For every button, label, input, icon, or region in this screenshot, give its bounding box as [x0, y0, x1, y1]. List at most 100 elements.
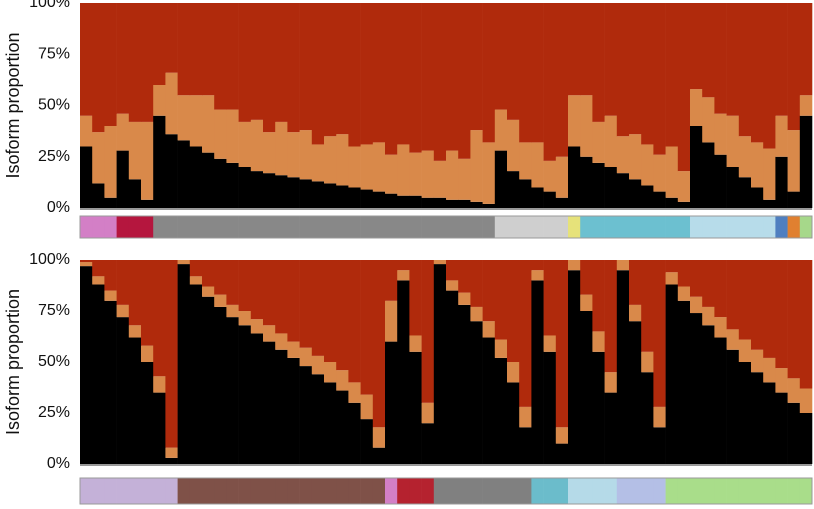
- group-strip-cell: [787, 478, 801, 504]
- bar-segment: [128, 179, 142, 208]
- bar-segment: [568, 3, 581, 96]
- bar-segment: [543, 335, 557, 352]
- bar-segment: [543, 160, 557, 192]
- bar-segment: [128, 121, 142, 180]
- bar-segment: [629, 260, 642, 305]
- group-strip-cell: [592, 216, 605, 238]
- bar-segment: [141, 345, 154, 362]
- bar-segment: [141, 260, 154, 346]
- bar-segment: [104, 197, 117, 208]
- bar-segment: [677, 171, 691, 202]
- bar-segment: [763, 148, 776, 200]
- bar-segment: [311, 355, 325, 375]
- bar-segment: [275, 260, 288, 334]
- group-strip-cell: [421, 216, 435, 238]
- group-strip-cell: [250, 216, 264, 238]
- bar-segment: [311, 144, 325, 182]
- bar-segment: [299, 366, 313, 464]
- bar-segment: [165, 72, 178, 135]
- bar-segment: [482, 321, 496, 338]
- bar-segment: [250, 333, 264, 464]
- group-strip-cell: [360, 216, 374, 238]
- bar-segment: [385, 154, 398, 194]
- group-strip-cell: [775, 216, 788, 238]
- group-strip-cell: [738, 216, 752, 238]
- bar-segment: [604, 115, 618, 167]
- bar-segment: [336, 3, 349, 135]
- group-strip-cell: [519, 216, 532, 238]
- bar-segment: [458, 158, 471, 200]
- bar-segment: [482, 142, 496, 204]
- bar-segment: [592, 351, 605, 464]
- group-strip-cell: [275, 478, 288, 504]
- bar-segment: [92, 183, 105, 208]
- y-tick-label: 25%: [38, 148, 70, 165]
- bar-segment: [397, 260, 410, 271]
- bar-segment: [250, 319, 264, 334]
- bar-segment: [775, 368, 788, 393]
- bar-segment: [116, 3, 130, 114]
- bar-segment: [787, 191, 801, 208]
- group-strip-cell: [677, 216, 691, 238]
- bar-segment: [616, 270, 630, 464]
- bar-segment: [336, 370, 349, 391]
- bar-segment: [250, 171, 264, 208]
- bar-segment: [738, 136, 752, 178]
- bar-segment: [531, 142, 544, 188]
- bar-segment: [446, 199, 459, 208]
- group-strip-cell: [738, 478, 752, 504]
- group-strip-cell: [226, 216, 239, 238]
- group-strip-cell: [714, 478, 727, 504]
- bar-segment: [519, 3, 532, 143]
- bar-segment: [507, 260, 520, 362]
- group-strip-cell: [531, 216, 544, 238]
- bar-segment: [543, 3, 557, 161]
- bar-segment: [543, 191, 557, 208]
- bar-segment: [787, 3, 801, 131]
- bar-segment: [397, 3, 410, 145]
- bar-segment: [543, 260, 557, 336]
- bar-segment: [238, 311, 252, 326]
- bar-segment: [531, 280, 544, 464]
- y-tick-label: 100%: [29, 0, 70, 11]
- group-strip-cell: [653, 478, 666, 504]
- bar-segment: [775, 260, 788, 369]
- bar-segment: [287, 341, 300, 358]
- group-strip-cell: [433, 478, 447, 504]
- bar-segment: [141, 362, 154, 464]
- bar-segment: [580, 294, 593, 311]
- bar-segment: [202, 95, 215, 153]
- bar-segment: [677, 260, 691, 287]
- bar-segment: [409, 260, 422, 336]
- bar-segment: [592, 121, 605, 163]
- bar-segment: [531, 3, 544, 143]
- group-strip-cell: [665, 216, 679, 238]
- bar-segment: [751, 349, 764, 373]
- bar-segment: [665, 197, 679, 208]
- bar-segment: [348, 382, 361, 403]
- bar-segment: [592, 331, 605, 352]
- bar-segment: [299, 179, 313, 208]
- group-strip-cell: [226, 478, 239, 504]
- bar-segment: [616, 173, 630, 208]
- bar-segment: [397, 280, 410, 464]
- bar-segment: [238, 260, 252, 311]
- y-tick-label: 50%: [38, 353, 70, 370]
- bar-segment: [580, 95, 593, 157]
- bar-segment: [629, 304, 642, 322]
- bar-segment: [360, 394, 374, 420]
- bar-segment: [324, 362, 337, 383]
- bar-segment: [360, 144, 374, 190]
- group-strip-cell: [128, 216, 142, 238]
- bar-segment: [275, 175, 288, 208]
- bar-segment: [372, 191, 386, 208]
- bar-segment: [128, 337, 142, 464]
- bar-segment: [702, 3, 715, 98]
- bar-segment: [189, 276, 203, 285]
- bar-segment: [385, 341, 398, 464]
- bar-segment: [165, 447, 178, 458]
- bar-segment: [458, 3, 471, 159]
- bar-segment: [629, 134, 642, 180]
- bar-segment: [433, 3, 447, 161]
- bar-segment: [555, 427, 569, 444]
